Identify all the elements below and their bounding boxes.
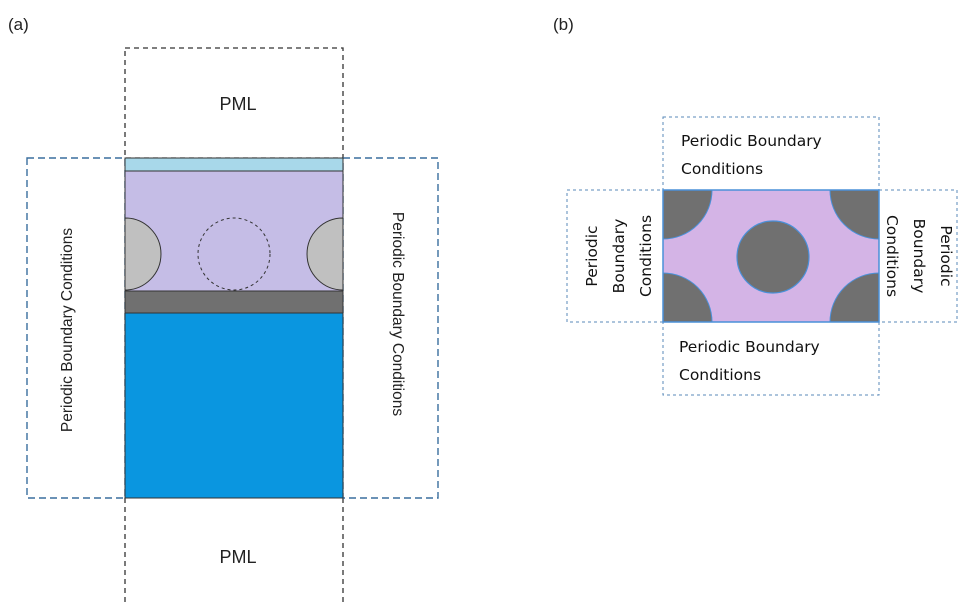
left-bc-label-line1: Periodic [583, 225, 601, 286]
right-bc-label-line2: Boundary [910, 219, 928, 294]
right-bc-label-line1: Conditions [883, 215, 901, 297]
right-bc-label-line3: Periodic [937, 225, 955, 286]
corner-particle-top-left [663, 190, 713, 240]
left-bc-label-line3: Conditions [637, 215, 655, 297]
right-half-particle [306, 217, 344, 291]
center-dashed-particle [197, 217, 271, 291]
substrate-layer [124, 312, 344, 499]
bc-left-region [26, 157, 126, 499]
center-particle [736, 220, 810, 294]
lavender-layer [124, 170, 344, 292]
corner-particle-top-right [829, 190, 879, 240]
unit-cell-outline [662, 189, 880, 323]
pml-top-label: PML [219, 94, 256, 114]
panel-b-tag: (b) [553, 15, 574, 34]
bc-bottom-region [662, 321, 880, 396]
panel-a-tag: (a) [8, 15, 29, 34]
corner-particles [663, 190, 879, 322]
grey-layer [124, 290, 344, 314]
pml-bottom-label: PML [219, 547, 256, 567]
left-half-particle [124, 217, 162, 291]
right-bc-label: Periodic Boundary Conditions [389, 212, 406, 416]
bottom-bc-label-line2: Conditions [679, 366, 761, 384]
bottom-bc-label-line1: Periodic Boundary [679, 338, 820, 356]
panel-a: (a) PML PML Periodic Boundary Conditions… [8, 15, 439, 606]
bc-top-region [662, 116, 880, 191]
panel-b: (b) Periodic Boundary Conditions Periodi… [553, 15, 958, 396]
top-bc-label-line2: Conditions [681, 160, 763, 178]
corner-particle-bottom-right [829, 272, 879, 322]
top-cladding-layer [124, 157, 344, 172]
left-bc-label-line2: Boundary [610, 219, 628, 294]
left-bc-label: Periodic Boundary Conditions [59, 228, 76, 432]
top-bc-label-line1: Periodic Boundary [681, 132, 822, 150]
corner-particle-bottom-left [663, 272, 713, 322]
